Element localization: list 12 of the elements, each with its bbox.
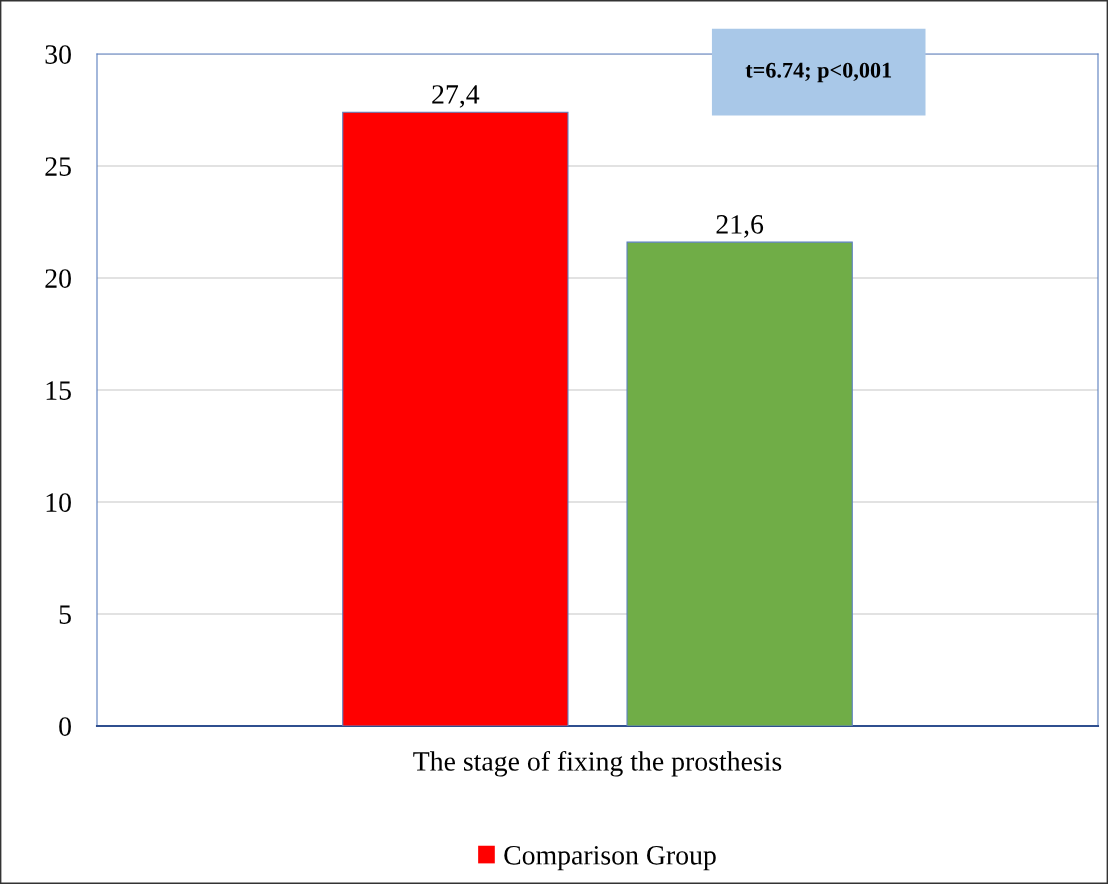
y-tick-label: 15 bbox=[46, 381, 71, 400]
y-tick-label: 20 bbox=[45, 269, 71, 288]
data-label: 27,4 bbox=[432, 85, 480, 108]
y-tick-label: 30 bbox=[45, 45, 71, 64]
y-tick-label: 0 bbox=[59, 717, 71, 736]
y-tick-label: 5 bbox=[59, 605, 71, 624]
y-tick-label: 10 bbox=[46, 493, 71, 512]
x-tick-label: The stage of fixing the prosthesis bbox=[413, 751, 782, 777]
annotation: t=6.74; p<0,001 bbox=[745, 62, 892, 83]
y-tick-label: 25 bbox=[45, 157, 71, 176]
data-label: 21,6 bbox=[716, 215, 764, 238]
legend-label: Comparison Group bbox=[504, 845, 716, 871]
